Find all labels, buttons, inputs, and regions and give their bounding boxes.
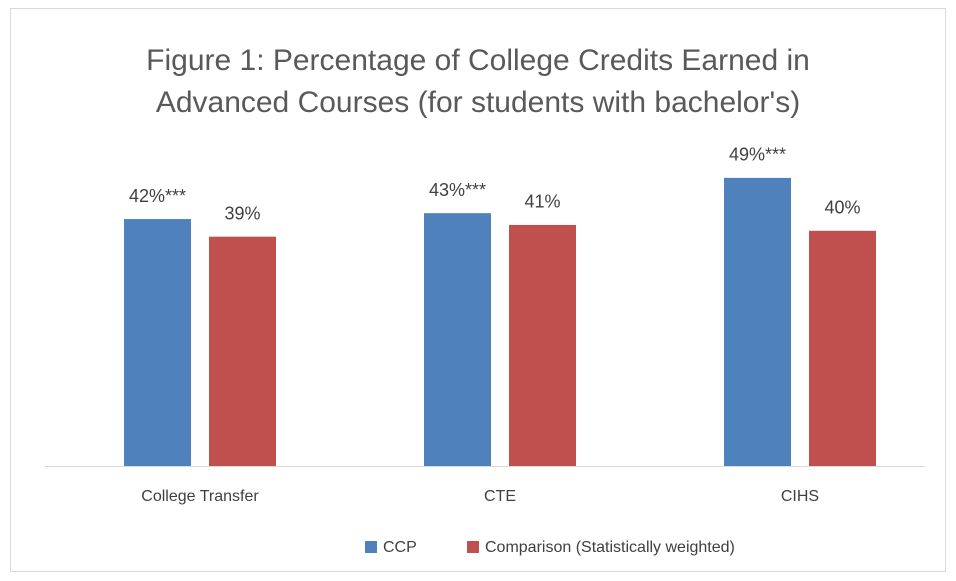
legend-label: CCP [383, 539, 417, 556]
data-label: 40% [824, 198, 860, 218]
chart-title: Figure 1: Percentage of College Credits … [146, 44, 810, 77]
data-label: 41% [524, 192, 560, 212]
bar [424, 213, 491, 466]
legend-swatch [365, 541, 377, 553]
chart-title: Advanced Courses (for students with bach… [156, 86, 800, 119]
bar [209, 236, 276, 466]
bar [809, 230, 876, 466]
data-label: 42%*** [129, 186, 186, 206]
x-tick-label: CTE [484, 488, 516, 505]
data-label: 43%*** [429, 180, 486, 200]
bar [509, 224, 576, 466]
legend-swatch [467, 541, 479, 553]
x-tick-label: CIHS [781, 488, 819, 505]
legend-label: Comparison (Statistically weighted) [485, 539, 735, 556]
bar [724, 177, 791, 466]
bar [124, 219, 191, 466]
data-label: 49%*** [729, 145, 786, 165]
x-tick-label: College Transfer [141, 488, 259, 505]
data-label: 39% [224, 203, 260, 223]
